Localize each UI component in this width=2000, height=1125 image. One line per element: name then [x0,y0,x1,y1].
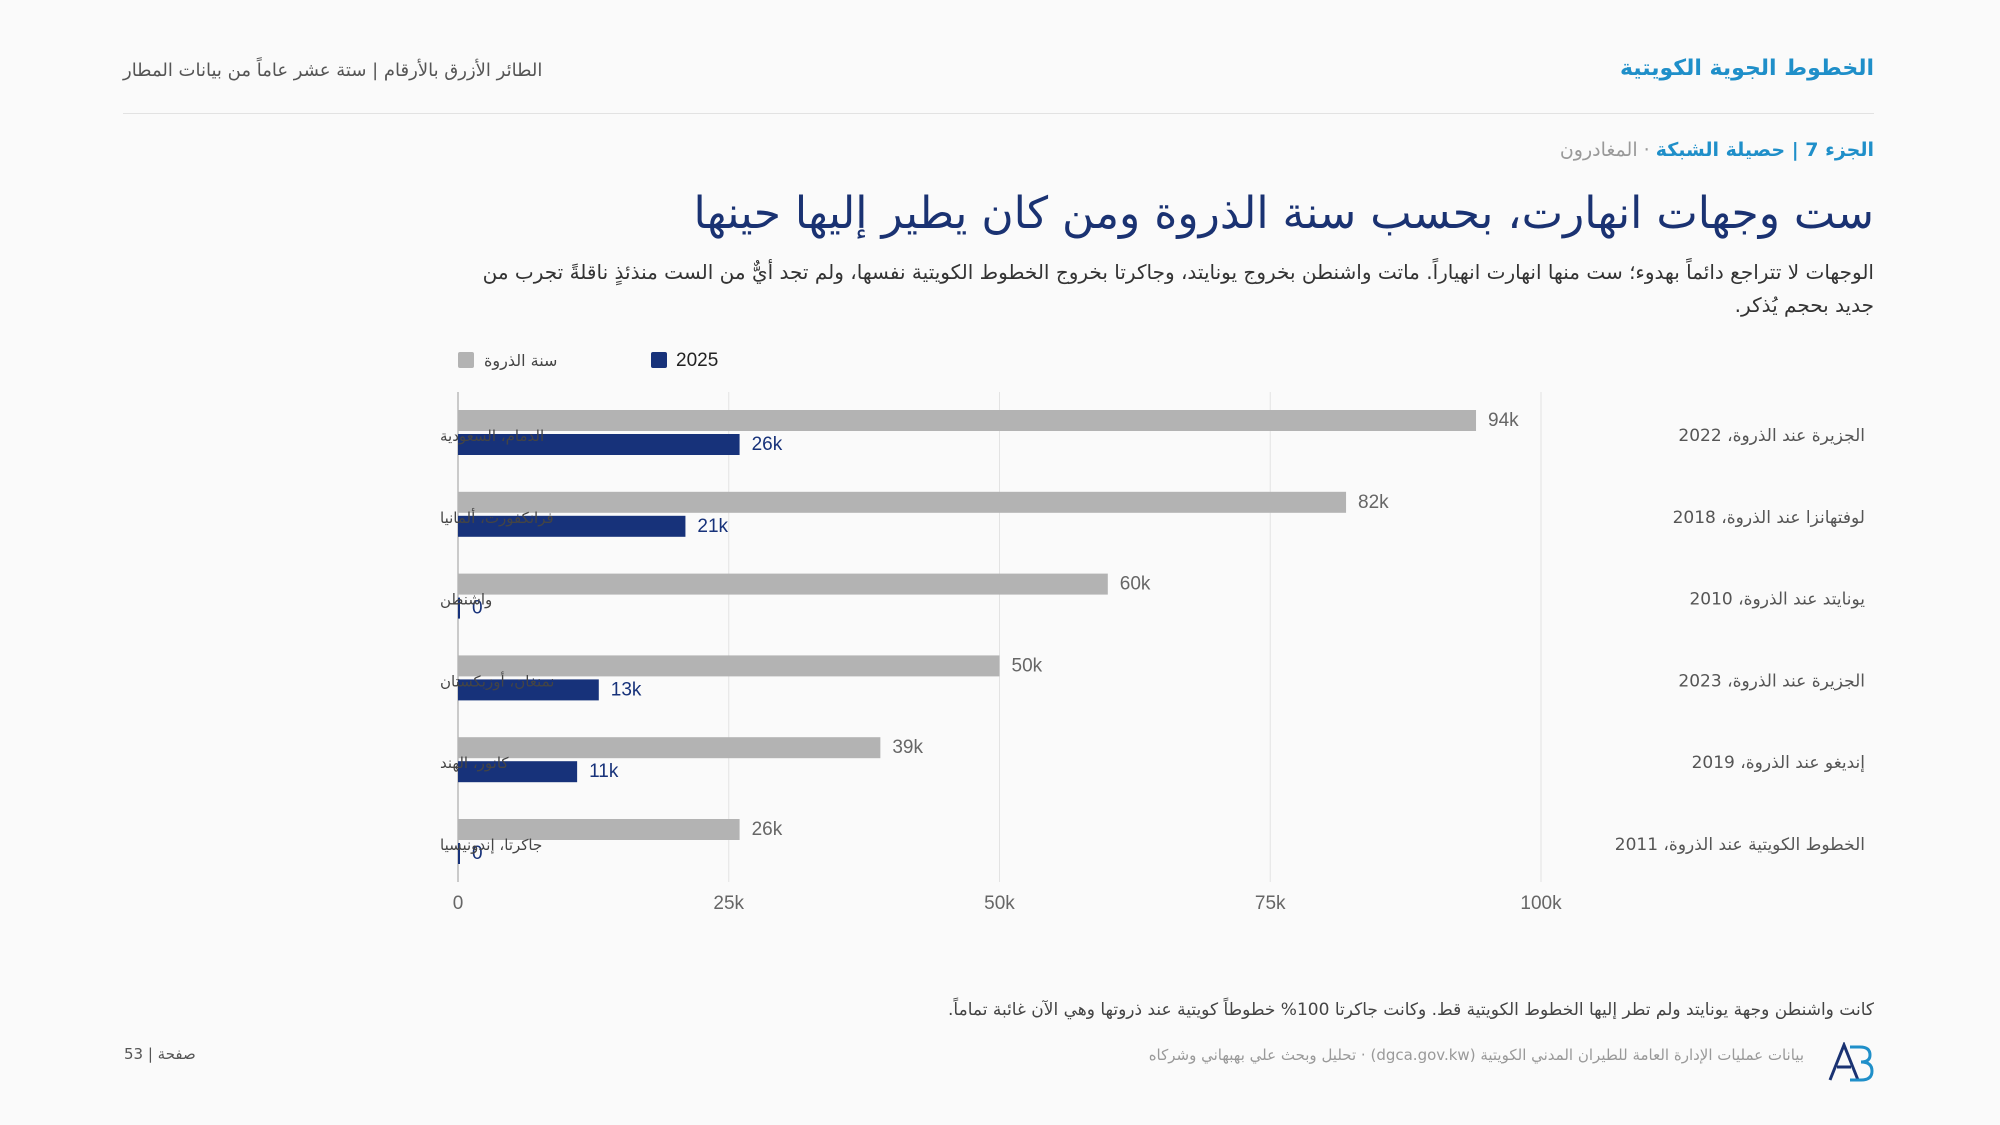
bar-2025 [458,761,578,783]
bar-2025 [458,843,460,864]
bar-label-2025: 26k [752,434,783,455]
legend-swatch-2025 [651,352,667,368]
x-tick-label: 0 [453,893,464,914]
bar-peak [458,737,881,759]
bar-peak [458,491,1347,513]
bar-label-peak: 82k [1358,492,1389,513]
bar-peak [458,410,1477,431]
bar-peak [458,819,740,840]
category-label: نمنغان، أوزبكستان [440,671,554,690]
page-headline: ست وجهات انهارت، بحسب سنة الذروة ومن كان… [693,188,1874,239]
source-note: بيانات عمليات الإدارة العامة للطيران الم… [1148,1046,1804,1064]
brand-name: الخطوط الجوية الكويتية [1619,56,1874,81]
peak-annotation: الجزيرة عند الذروة، 2023 [1678,671,1865,691]
legend-label-2025: 2025 [676,350,718,371]
x-tick-label: 25k [713,893,744,914]
legend-label-peak: سنة الذروة [484,351,557,371]
x-tick-label: 75k [1255,893,1286,914]
bar-label-peak: 26k [752,819,783,840]
bar-label-2025: 21k [697,516,728,537]
legend-swatch-peak [458,352,474,368]
bar-peak [458,655,1000,677]
page-number: صفحة | 53 [124,1045,196,1063]
bar-label-2025: 0 [472,843,483,864]
footnote: كانت واشنطن وجهة يونايتد ولم تطر إليها ا… [948,1000,1874,1020]
peak-annotation: يونايتد عند الذروة، 2010 [1689,590,1865,610]
bar-label-peak: 60k [1120,574,1151,595]
bar-label-peak: 39k [892,737,923,758]
peak-annotation: الخطوط الكويتية عند الذروة، 2011 [1615,835,1865,855]
x-tick-label: 50k [984,893,1015,914]
page-subheadline: الوجهات لا تتراجع دائماً بهدوء؛ ست منها … [482,260,1874,317]
peak-annotation: الجزيرة عند الذروة، 2022 [1678,426,1865,446]
section-sub: · المغادرون [1559,139,1656,161]
bar-label-peak: 50k [1012,655,1043,676]
peak-annotation: لوفتهانزا عند الذروة، 2018 [1673,508,1865,528]
header-divider [123,113,1874,114]
peak-annotation: إنديغو عند الذروة، 2019 [1692,753,1865,773]
x-tick-label: 100k [1520,893,1562,914]
bar-2025 [458,597,460,619]
bar-2025 [458,679,599,701]
category-label: الدمام، السعودية [440,427,544,445]
bar-label-2025: 0 [472,598,483,619]
category-label: واشنطن [440,591,492,609]
bar-2025 [458,434,740,455]
bar-label-2025: 13k [611,679,642,700]
section-line: الجزء 7 | حصيلة الشبكة · المغادرون [1560,139,1874,161]
bar-peak [458,573,1108,595]
bar-label-2025: 11k [589,761,619,782]
category-label: جاكرتا، إندونيسيا [440,836,542,854]
ab-monogram-icon [1828,1042,1874,1082]
report-title: الطائر الأزرق بالأرقام | ستة عشر عاماً م… [123,60,543,81]
bar-2025 [458,515,686,537]
category-label: كانور، الهند [440,754,509,772]
section-label: الجزء 7 | حصيلة الشبكة [1655,139,1874,161]
category-label: فرانكفورت، ألمانيا [440,508,554,527]
bar-label-peak: 94k [1488,410,1519,431]
